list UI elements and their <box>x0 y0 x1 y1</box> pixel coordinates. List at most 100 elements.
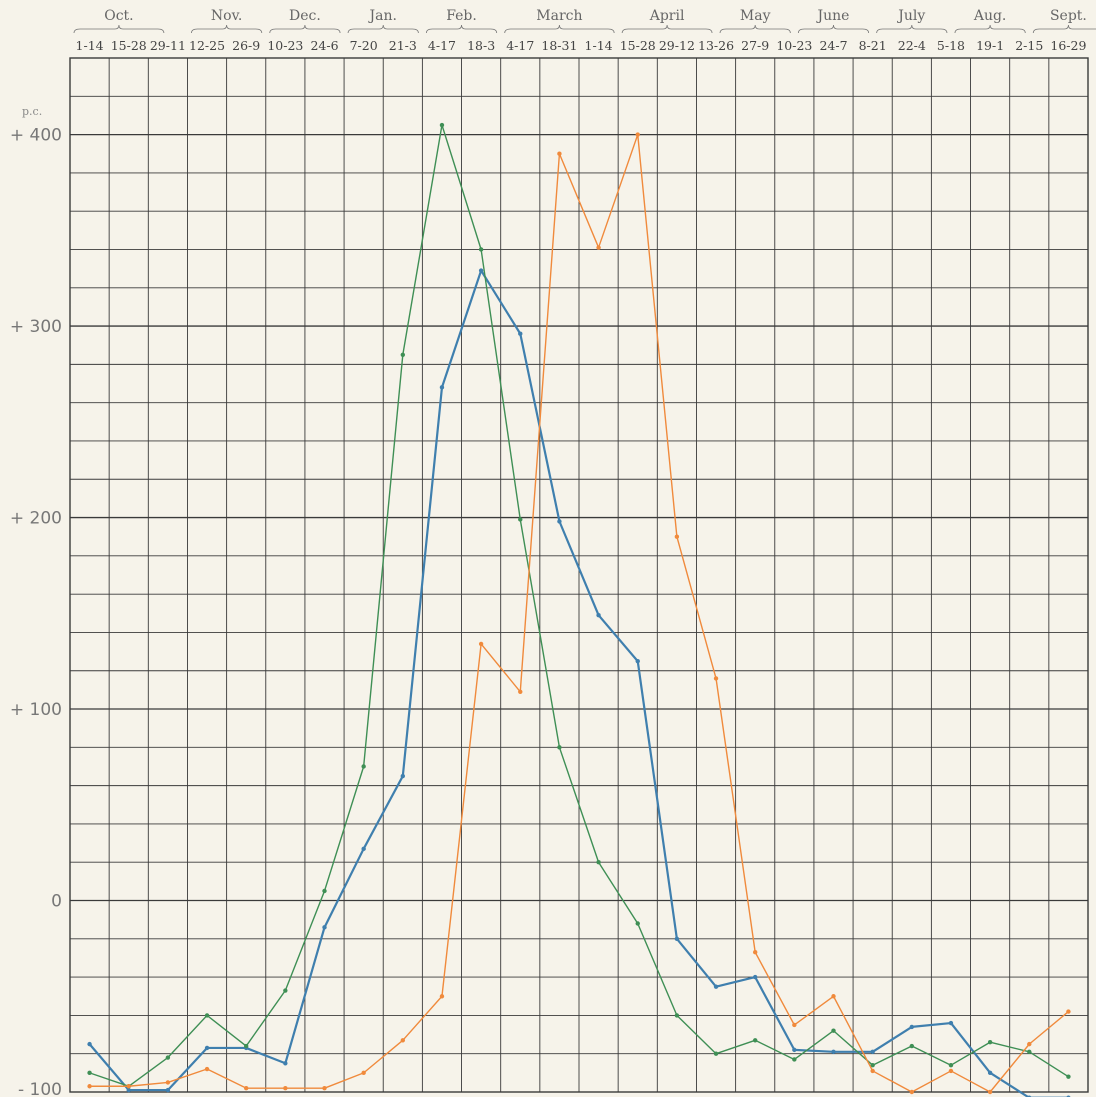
month-label: April <box>649 8 685 24</box>
data-point <box>713 1051 719 1056</box>
series-line <box>89 124 1069 1087</box>
data-point <box>831 1028 836 1033</box>
data-point <box>792 1057 797 1062</box>
y-tick-label: 0 <box>51 892 62 912</box>
data-point <box>439 122 445 128</box>
data-point <box>361 846 366 852</box>
y-tick-label: - 100 <box>18 1080 62 1097</box>
data-point <box>126 1084 131 1089</box>
y-unit-label: p.c. <box>22 105 42 118</box>
period-label: 16-29 <box>1050 38 1086 53</box>
period-label: 22-4 <box>898 38 926 53</box>
data-point <box>909 1043 915 1049</box>
data-point <box>752 974 758 980</box>
data-point <box>322 1085 327 1091</box>
data-point <box>635 132 640 137</box>
grid-lines <box>69 57 1089 1093</box>
data-point <box>987 1040 993 1045</box>
period-label: 10-23 <box>776 38 812 53</box>
period-label: 13-26 <box>698 38 734 53</box>
data-point <box>557 745 562 750</box>
period-label: 18-3 <box>467 38 495 53</box>
month-brace <box>504 24 615 34</box>
data-point <box>948 1068 954 1074</box>
data-point <box>674 534 680 539</box>
period-label: 27-9 <box>741 38 769 53</box>
data-point <box>1066 1009 1071 1014</box>
data-point <box>400 773 406 779</box>
period-label: 8-21 <box>859 38 887 53</box>
month-brace <box>954 24 1026 34</box>
data-point <box>87 1070 92 1076</box>
period-label: 12-25 <box>189 38 225 53</box>
period-label: 24-6 <box>310 38 338 53</box>
y-tick-label: + 100 <box>10 700 62 720</box>
series-line <box>89 133 1069 1093</box>
y-tick-label: + 300 <box>10 317 62 337</box>
data-point <box>635 658 640 664</box>
month-brace <box>797 24 870 34</box>
data-point <box>713 984 719 989</box>
data-point <box>674 936 680 942</box>
data-point <box>204 1013 210 1018</box>
data-point <box>909 1024 915 1030</box>
data-point <box>909 1089 915 1095</box>
period-label: 1-14 <box>585 38 613 53</box>
period-label: 15-28 <box>111 38 147 53</box>
period-label: 19-1 <box>976 38 1004 53</box>
month-label: Jan. <box>368 8 397 24</box>
data-point <box>361 1070 366 1076</box>
data-point <box>204 1066 210 1072</box>
data-point <box>557 151 562 156</box>
data-point <box>165 1055 171 1060</box>
data-point <box>870 1062 875 1068</box>
data-point <box>987 1070 993 1076</box>
data-point <box>283 988 288 993</box>
data-point <box>126 1087 131 1093</box>
data-point <box>243 1085 249 1091</box>
data-point <box>204 1045 210 1051</box>
data-point <box>752 1038 758 1043</box>
data-point <box>243 1043 249 1049</box>
data-point <box>283 1061 288 1066</box>
month-label: Sept. <box>1050 8 1087 24</box>
y-tick-label: + 400 <box>10 126 62 146</box>
month-brace <box>269 24 341 34</box>
month-label: June <box>816 8 850 24</box>
data-point <box>831 994 836 999</box>
data-point <box>439 385 445 390</box>
period-label: 4-17 <box>506 38 534 53</box>
month-label: Nov. <box>211 8 242 24</box>
data-point <box>322 925 327 930</box>
data-point <box>713 676 719 681</box>
data-point <box>1066 1074 1071 1079</box>
data-point <box>831 1049 836 1054</box>
period-label: 18-31 <box>541 38 577 53</box>
period-label: 2-15 <box>1015 38 1043 53</box>
month-label: Feb. <box>446 8 477 24</box>
data-point <box>361 764 366 769</box>
data-point <box>948 1062 954 1068</box>
data-point <box>1027 1049 1032 1054</box>
month-brace <box>73 24 165 34</box>
y-axis: + 400 + 300 + 200 + 100 0 - 100 <box>10 126 62 1097</box>
data-point <box>283 1085 288 1091</box>
data-point <box>518 517 523 522</box>
month-label: Dec. <box>289 8 321 24</box>
period-label: 21-3 <box>389 38 417 53</box>
data-point <box>439 994 445 999</box>
period-label: 1-14 <box>76 38 104 53</box>
period-label: 7-20 <box>350 38 378 53</box>
period-label: 24-7 <box>819 38 847 53</box>
month-label: Oct. <box>104 8 133 24</box>
month-label: May <box>740 8 771 24</box>
data-point <box>635 921 640 926</box>
data-point <box>987 1089 993 1095</box>
data-point <box>322 888 327 894</box>
data-point <box>518 689 523 695</box>
data-point <box>1027 1041 1032 1047</box>
month-brace <box>347 24 419 34</box>
series-line <box>88 269 1069 1097</box>
month-label: July <box>896 8 925 24</box>
